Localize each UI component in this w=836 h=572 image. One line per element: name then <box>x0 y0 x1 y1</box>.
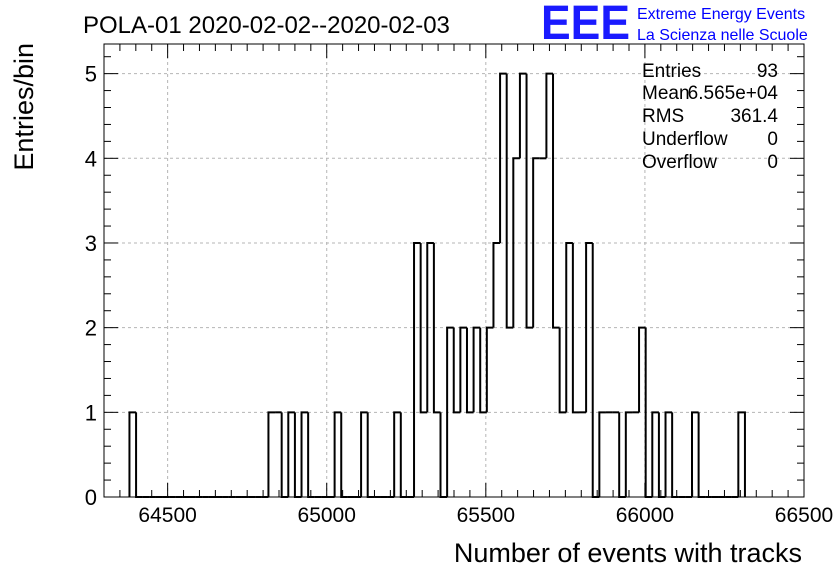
y-tick-label-0: 0 <box>85 485 97 510</box>
histogram-bin-92 <box>737 411 746 497</box>
histogram-bin-43 <box>413 241 421 497</box>
histogram-bin-44 <box>419 242 428 414</box>
stats-entries-value: 93 <box>757 61 778 82</box>
axes <box>103 43 805 498</box>
grid-lines <box>104 44 805 497</box>
histogram-bin-63 <box>545 72 554 159</box>
stats-mean-label: Mean <box>642 83 690 104</box>
stats-entries-label: Entries <box>642 61 701 82</box>
histogram-bin-27 <box>307 412 315 498</box>
stats-box: Entries 93 Mean 6.565e+04 RMS 361.4 Unde… <box>642 61 778 173</box>
histogram-bin-40 <box>393 411 401 497</box>
x-tick-label-3: 66000 <box>616 504 674 527</box>
x-tick-label-1: 65000 <box>298 504 356 527</box>
histogram-bin-59 <box>518 72 527 159</box>
y-tick-label-2: 2 <box>85 316 97 341</box>
stats-mean-value: 6.565e+04 <box>688 83 779 104</box>
histogram-bin-77 <box>638 326 646 413</box>
x-tick-label-2: 65500 <box>457 504 515 527</box>
y-tick-label-5: 5 <box>85 62 97 87</box>
histogram-bin-71 <box>598 411 606 497</box>
histogram-bin-24 <box>287 411 295 497</box>
histogram-bin-32 <box>340 412 348 498</box>
stats-overflow-label: Overflow <box>642 152 717 173</box>
eee-logo-line2: La Scienza nelle Scuole <box>637 27 808 44</box>
chart-title: POLA-01 2020-02-02--2020-02-03 <box>83 12 450 39</box>
histogram-bin-49 <box>452 327 461 414</box>
histogram-bin-48 <box>446 326 454 497</box>
histogram-bin-54 <box>485 326 494 413</box>
histogram-bin-0 <box>128 411 137 497</box>
y-tick-label-3: 3 <box>85 231 97 256</box>
tick-labels: 64500 65000 65500 66000 66500 0 1 2 3 4 5 <box>85 62 833 527</box>
histogram-bin-75 <box>624 411 633 497</box>
x-tick-label-0: 64500 <box>138 504 196 527</box>
histogram-bin-58 <box>512 157 520 328</box>
histogram-bin-64 <box>552 73 560 329</box>
y-axis-label: Entries/bin <box>9 43 39 171</box>
histogram-bin-79 <box>651 411 659 497</box>
histogram-bin-65 <box>558 327 567 414</box>
eee-logo-mark: EEE <box>541 0 630 50</box>
histogram-bin-82 <box>671 412 679 498</box>
histogram-bin-86 <box>697 412 706 498</box>
histogram-bin-55 <box>492 241 501 328</box>
histogram-bin-41 <box>399 412 408 498</box>
stats-underflow-value: 0 <box>767 129 778 150</box>
histogram-bin-56 <box>499 72 507 243</box>
stats-underflow-label: Underflow <box>642 129 728 150</box>
histogram-bin-51 <box>465 327 474 414</box>
histogram-bin-45 <box>426 241 434 413</box>
histogram-bin-61 <box>532 157 540 328</box>
x-tick-label-4: 66500 <box>775 504 833 527</box>
histogram-bin-50 <box>459 326 467 413</box>
histogram-bin-60 <box>525 73 534 329</box>
histogram-bin-69 <box>585 241 593 413</box>
eee-logo-line1: Extreme Energy Events <box>637 6 805 23</box>
histogram-bin-52 <box>472 326 481 413</box>
y-tick-label-1: 1 <box>85 400 97 425</box>
histogram-bin-46 <box>432 242 441 414</box>
histogram-bin-66 <box>565 241 573 413</box>
stats-rms-value: 361.4 <box>730 106 778 127</box>
histogram-bin-57 <box>505 73 514 329</box>
histogram-bin-67 <box>571 242 580 414</box>
histogram-bin-53 <box>479 327 487 414</box>
eee-logo: EEE Extreme Energy Events La Scienza nel… <box>541 0 808 50</box>
histogram-bin-36 <box>366 412 375 498</box>
histogram-bin-26 <box>300 411 309 497</box>
histogram-bin-21 <box>267 411 276 497</box>
histogram-bin-85 <box>691 411 699 497</box>
histogram-bin-35 <box>360 411 368 497</box>
stats-overflow-value: 0 <box>767 152 778 173</box>
y-tick-label-4: 4 <box>85 146 97 171</box>
stats-rms-label: RMS <box>642 106 684 127</box>
x-axis-label: Number of events with tracks <box>454 538 802 568</box>
histogram-bin-31 <box>333 411 342 497</box>
histogram-bin-1 <box>135 412 143 498</box>
histogram-bin-81 <box>664 411 673 497</box>
